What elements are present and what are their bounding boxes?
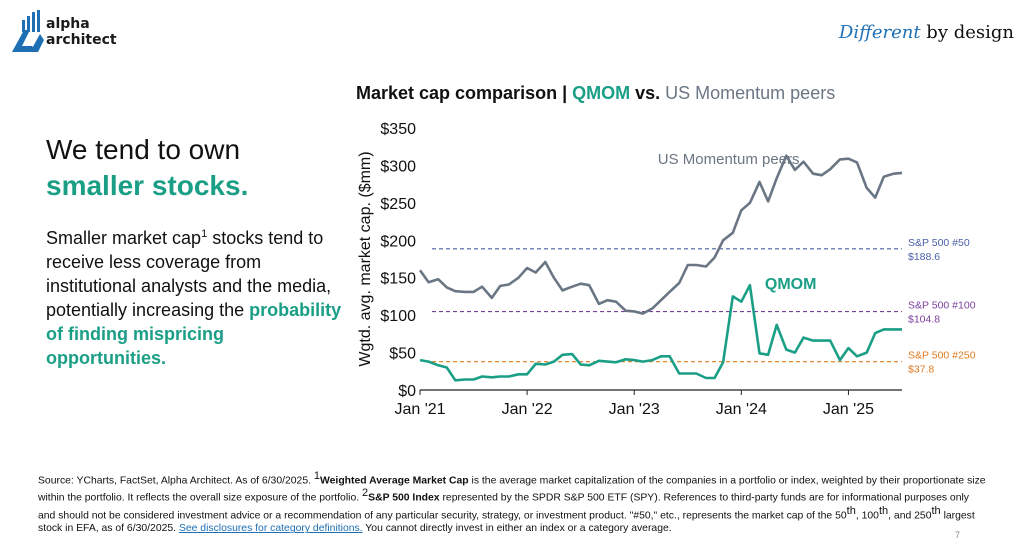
y-axis-label: Wgtd. avg. market cap. ($mm) [357, 151, 374, 366]
chart-title-prefix: Market cap comparison | [356, 83, 573, 103]
chart-title-peers: US Momentum peers [665, 83, 836, 103]
series-line-us-momentum-peers [418, 154, 903, 315]
footnote-bold2: S&P 500 Index [368, 492, 440, 504]
y-tick-label: $0 [398, 383, 416, 400]
footnote-p2: is the average market capitalization of … [38, 475, 986, 504]
y-tick-label: $150 [380, 271, 416, 288]
footnote: Source: YCharts, FactSet, Alpha Architec… [38, 470, 988, 535]
footnote-p1: Source: YCharts, FactSet, Alpha Architec… [38, 475, 314, 487]
chart-title: Market cap comparison | QMOM vs. US Mome… [356, 83, 835, 104]
footnote-p3: represented by the SPDR S&P 500 ETF (SPY… [38, 492, 969, 522]
footnote-sup2: 2 [362, 487, 369, 500]
headline: We tend to own smaller stocks. [46, 132, 248, 204]
chart-title-vs: vs. [630, 83, 666, 103]
body-text: Smaller market cap1 stocks tend to recei… [46, 222, 346, 370]
series-line-qmom [419, 283, 902, 382]
y-tick-label: $50 [389, 346, 416, 363]
x-tick-label: Jan '22 [502, 401, 553, 418]
reference-line-name: S&P 500 #100 [908, 300, 976, 312]
brand-line1: alpha [46, 16, 90, 32]
body-superscript: 1 [201, 228, 208, 240]
footnote-th1: th [846, 504, 856, 517]
reference-line-name: S&P 500 #250 [908, 350, 976, 362]
x-tick-label: Jan '21 [394, 401, 445, 418]
series-label: US Momentum peers [658, 151, 800, 168]
brand-line2: architect [46, 32, 117, 48]
footnote-sup1: 1 [313, 470, 321, 482]
brand-name: alpha architect [46, 16, 117, 48]
footnote-th2: th [878, 504, 889, 517]
reference-line-name: S&P 500 #50 [908, 237, 970, 249]
chart-title-qmom: QMOM [572, 83, 631, 103]
footnote-th3: th [931, 504, 941, 517]
footnote-bold1: Weighted Average Market Cap [320, 475, 469, 487]
y-tick-label: $250 [380, 196, 416, 213]
x-tick-label: Jan '25 [823, 401, 874, 418]
body-part1: Smaller market cap [46, 228, 202, 248]
reference-line-value: $188.6 [908, 251, 940, 263]
y-tick-label: $200 [380, 233, 416, 250]
tagline: Different by design [839, 22, 1014, 43]
y-tick-label: $350 [380, 121, 416, 138]
x-tick-label: Jan '23 [609, 401, 660, 418]
headline-line1: We tend to own [46, 134, 241, 165]
y-tick-label: $100 [380, 308, 416, 325]
body-accent: probability of finding mispricing opport… [46, 300, 342, 368]
headline-line2: smaller stocks. [46, 170, 249, 201]
tagline-emphasis: Different [838, 22, 921, 43]
body-part2: stocks tend to receive less coverage fro… [46, 228, 332, 320]
series-label: QMOM [765, 276, 817, 293]
disclosures-link[interactable]: See disclosures for category definitions… [178, 523, 363, 535]
footnote-p6: largest stock in EFA, as of 6/30/2025. [38, 510, 975, 535]
tagline-rest: by design [920, 22, 1014, 43]
market-cap-chart: Wgtd. avg. market cap. ($mm) $0 $50 $100 $15… [357, 121, 976, 418]
alpha-architect-logo [12, 10, 44, 52]
footnote-p5: , and 250 [888, 510, 932, 522]
x-tick-label: Jan '24 [716, 401, 767, 418]
reference-line-value: $104.8 [908, 314, 940, 326]
y-tick-label: $300 [380, 158, 416, 175]
footnote-p4: , 100 [855, 510, 879, 522]
footnote-p7: You cannot directly invest in either an … [362, 523, 672, 535]
page-number: 7 [954, 530, 960, 540]
reference-line-value: $37.8 [908, 364, 934, 376]
